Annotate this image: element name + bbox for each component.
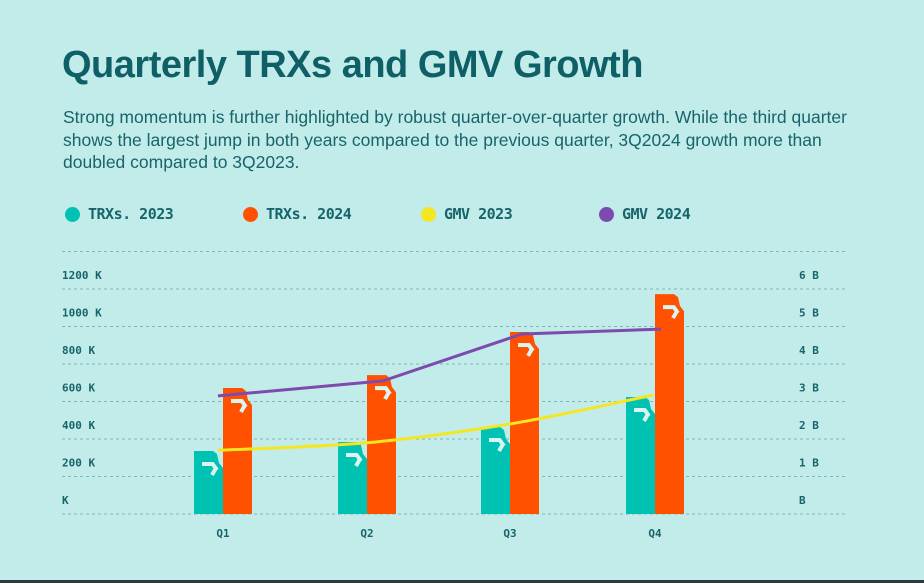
legend-label: GMV 2023 [444,205,513,223]
x-tick-label: Q3 [503,527,516,540]
legend-item-gmv-2023: GMV 2023 [421,205,513,223]
legend-label: TRXs. 2023 [88,205,174,223]
page-title: Quarterly TRXs and GMV Growth [62,44,643,86]
y-left-tick-label: 200 K [62,457,95,470]
y-right-tick-label: 3 B [799,382,819,395]
x-tick-label: Q2 [360,527,373,540]
legend-swatch-icon [243,206,258,222]
bar-trxs-2024-q1 [223,388,252,514]
bar-arrow-icon [634,407,651,422]
legend-item-trxs-2023: TRXs. 2023 [65,205,174,223]
bar-shape [223,388,252,514]
bar-trxs-2024-q2 [367,375,396,514]
bar-trxs-2023-q4 [626,397,655,514]
legend-item-gmv-2024: GMV 2024 [599,205,691,223]
legend-swatch-icon [421,206,436,222]
bar-arrow-icon [231,398,248,413]
bar-shape [367,375,396,514]
line-gmv-2023 [217,393,654,452]
legend-label: TRXs. 2024 [266,205,352,223]
y-right-tick-label: B [799,494,806,507]
bar-arrow-icon [663,304,680,320]
bar-shape [194,451,223,514]
bar-trxs-2023-q1 [194,451,223,514]
y-left-tick-label: 1200 K [62,269,102,282]
x-axis: Q1 Q2 Q3 Q4 [216,527,662,540]
bar-shape [481,427,510,514]
x-tick-label: Q4 [648,527,662,540]
bar-trxs-2024-q4 [655,294,684,514]
y-right-tick-label: 5 B [799,307,819,320]
line-gmv-2024 [217,327,662,398]
legend-swatch-icon [599,206,614,222]
gridlines [62,251,848,515]
bar-arrow-icon [518,342,535,357]
y-left-tick-label: 600 K [62,382,95,395]
y-axis-right: B 1 B 2 B 3 B 4 B 5 B 6 B [799,269,819,507]
y-left-tick-label: 800 K [62,344,95,357]
legend-label: GMV 2024 [622,205,691,223]
y-left-tick-label: K [62,494,69,507]
bar-arrow-icon [346,452,363,467]
bar-arrow-icon [489,437,506,452]
page-subtitle: Strong momentum is further highlighted b… [63,107,847,172]
bottom-border [0,580,924,583]
bar-trxs-2023-q3 [481,427,510,514]
y-axis-left: K 200 K 400 K 600 K 800 K 1000 K 1200 K [62,269,102,507]
x-tick-label: Q1 [216,527,230,540]
bar-shape [338,442,367,514]
y-left-tick-label: 400 K [62,419,95,432]
bar-arrow-icon [375,385,392,401]
bar-arrow-icon [202,461,219,476]
y-right-tick-label: 1 B [799,457,819,470]
bar-trxs-2023-q2 [338,442,367,514]
bar-shape [626,397,655,514]
bar-shape [655,294,684,514]
y-right-tick-label: 6 B [799,269,819,282]
lines [217,327,662,452]
y-right-tick-label: 2 B [799,419,819,432]
legend-item-trxs-2024: TRXs. 2024 [243,205,352,223]
y-left-tick-label: 1000 K [62,307,102,320]
bars [194,294,684,514]
legend-swatch-icon [65,206,80,222]
y-right-tick-label: 4 B [799,344,819,357]
